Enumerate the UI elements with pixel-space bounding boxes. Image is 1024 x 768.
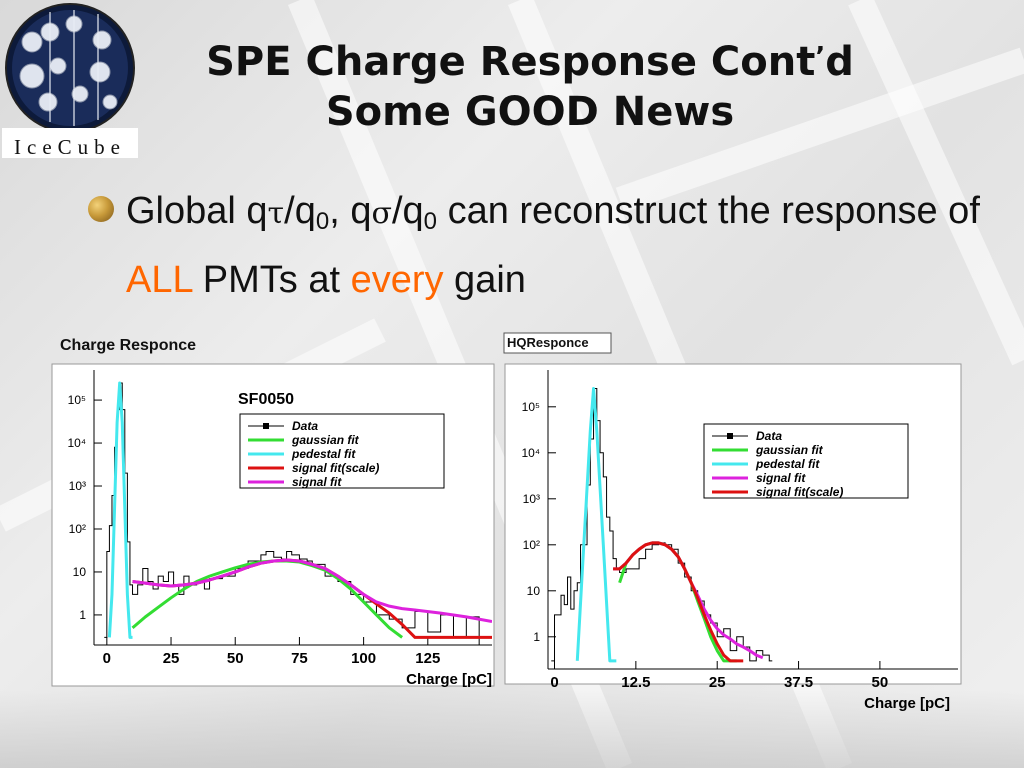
y-tick-label: 10³ — [523, 492, 540, 506]
bottom-band — [0, 690, 1024, 768]
chart-header-box — [503, 332, 612, 354]
series-group — [613, 541, 744, 663]
title-apostrophe: ’ — [815, 42, 826, 72]
y-tick-label: 10² — [69, 522, 86, 536]
bullet-every: every — [350, 259, 444, 301]
chart-hq-responce: HQResponce 1 10 10² 10³ 10⁴ 10⁵ 0 12.5 25 37.5 50 Ch… — [503, 332, 962, 712]
x-tick-label: 0 — [103, 650, 111, 667]
bullet-sub-0b: 0 — [423, 208, 438, 235]
x-tick-label: 100 — [351, 650, 376, 667]
y-tick-label: 10³ — [69, 479, 86, 493]
legend-label: pedestal fit — [291, 447, 356, 461]
y-tick-label: 1 — [79, 608, 86, 622]
series-group — [575, 386, 617, 663]
series-group — [107, 381, 133, 639]
bullet-t1: Global q — [126, 190, 268, 232]
bullet-text: Global qτ/q0, qσ/q0 can reconstruct the … — [126, 182, 986, 309]
fit-line-pedestal-fit — [575, 386, 617, 663]
legend-label: Data — [756, 429, 782, 443]
title-line-2: Some GOOD News — [325, 89, 735, 135]
fit-line-signal-fit — [132, 558, 492, 624]
bullet-t3: , q — [329, 190, 372, 232]
bullet-sigma: σ — [371, 196, 392, 231]
bullet-t6: PMTs at — [192, 259, 351, 301]
y-tick-label: 10⁴ — [521, 446, 540, 460]
slide-title: SPE Charge Response Cont’d Some GOOD New… — [150, 32, 910, 137]
series-group — [551, 387, 773, 662]
legend-label: signal fit(scale) — [292, 461, 379, 475]
x-tick-label: 25 — [709, 674, 726, 691]
bullet-all: ALL — [126, 259, 193, 301]
legend-marker — [727, 433, 733, 439]
y-tick-label: 10 — [527, 584, 541, 598]
title-line-1-end: d — [825, 39, 854, 85]
x-tick-label: 12.5 — [621, 674, 650, 691]
fit-line-signal-fit-scale- — [613, 541, 744, 663]
legend-marker — [263, 423, 269, 429]
legend-label: signal fit — [292, 475, 342, 489]
plot-title: SF0050 — [238, 391, 294, 408]
bullet-icon — [88, 196, 114, 222]
x-axis-label: Charge [pC] — [864, 695, 950, 712]
legend-label: signal fit — [756, 471, 806, 485]
bullet-t5: can reconstruct the response of — [437, 190, 980, 232]
bullet-tau: τ — [267, 196, 285, 231]
y-tick-label: 10² — [523, 538, 540, 552]
bullet-t7: gain — [443, 259, 526, 301]
plot-frame — [504, 363, 962, 685]
y-tick-label: 10⁵ — [522, 400, 540, 414]
legend-label: gaussian fit — [291, 433, 360, 447]
y-tick-label: 1 — [533, 630, 540, 644]
fit-line-pedestal-fit — [107, 381, 133, 639]
x-tick-label: 37.5 — [784, 674, 813, 691]
icecube-logo: IceCube — [2, 3, 138, 158]
x-axis-label: Charge [pC] — [406, 671, 492, 688]
data-histogram — [551, 387, 773, 662]
x-tick-label: 50 — [872, 674, 889, 691]
legend-label: pedestal fit — [755, 457, 820, 471]
logo-text: IceCube — [14, 135, 126, 158]
title-line-1: SPE Charge Response Cont’d — [150, 32, 910, 87]
chart-header: HQResponce — [507, 335, 589, 350]
chart-header: Charge Responce — [60, 337, 196, 354]
bullet-t4: /q — [391, 190, 424, 232]
series-group — [132, 558, 492, 624]
bullet-t2: /q — [284, 190, 316, 232]
x-tick-label: 25 — [163, 650, 180, 667]
legend-label: signal fit(scale) — [756, 485, 843, 499]
x-tick-label: 125 — [415, 650, 440, 667]
x-tick-label: 50 — [227, 650, 244, 667]
bullet-sub-0a: 0 — [315, 208, 330, 235]
y-tick-label: 10⁵ — [68, 393, 86, 407]
y-tick-label: 10⁴ — [67, 436, 86, 450]
legend-label: gaussian fit — [755, 443, 824, 457]
x-tick-label: 0 — [550, 674, 558, 691]
legend-label: Data — [292, 419, 318, 433]
x-tick-label: 75 — [291, 650, 308, 667]
chart-charge-responce: Charge Responce 1 10 10² 10³ 10⁴ 10⁵ 0 25 50 75 100… — [51, 337, 495, 688]
y-tick-label: 10 — [73, 565, 87, 579]
title-line-1-text: SPE Charge Response Cont — [206, 39, 816, 85]
